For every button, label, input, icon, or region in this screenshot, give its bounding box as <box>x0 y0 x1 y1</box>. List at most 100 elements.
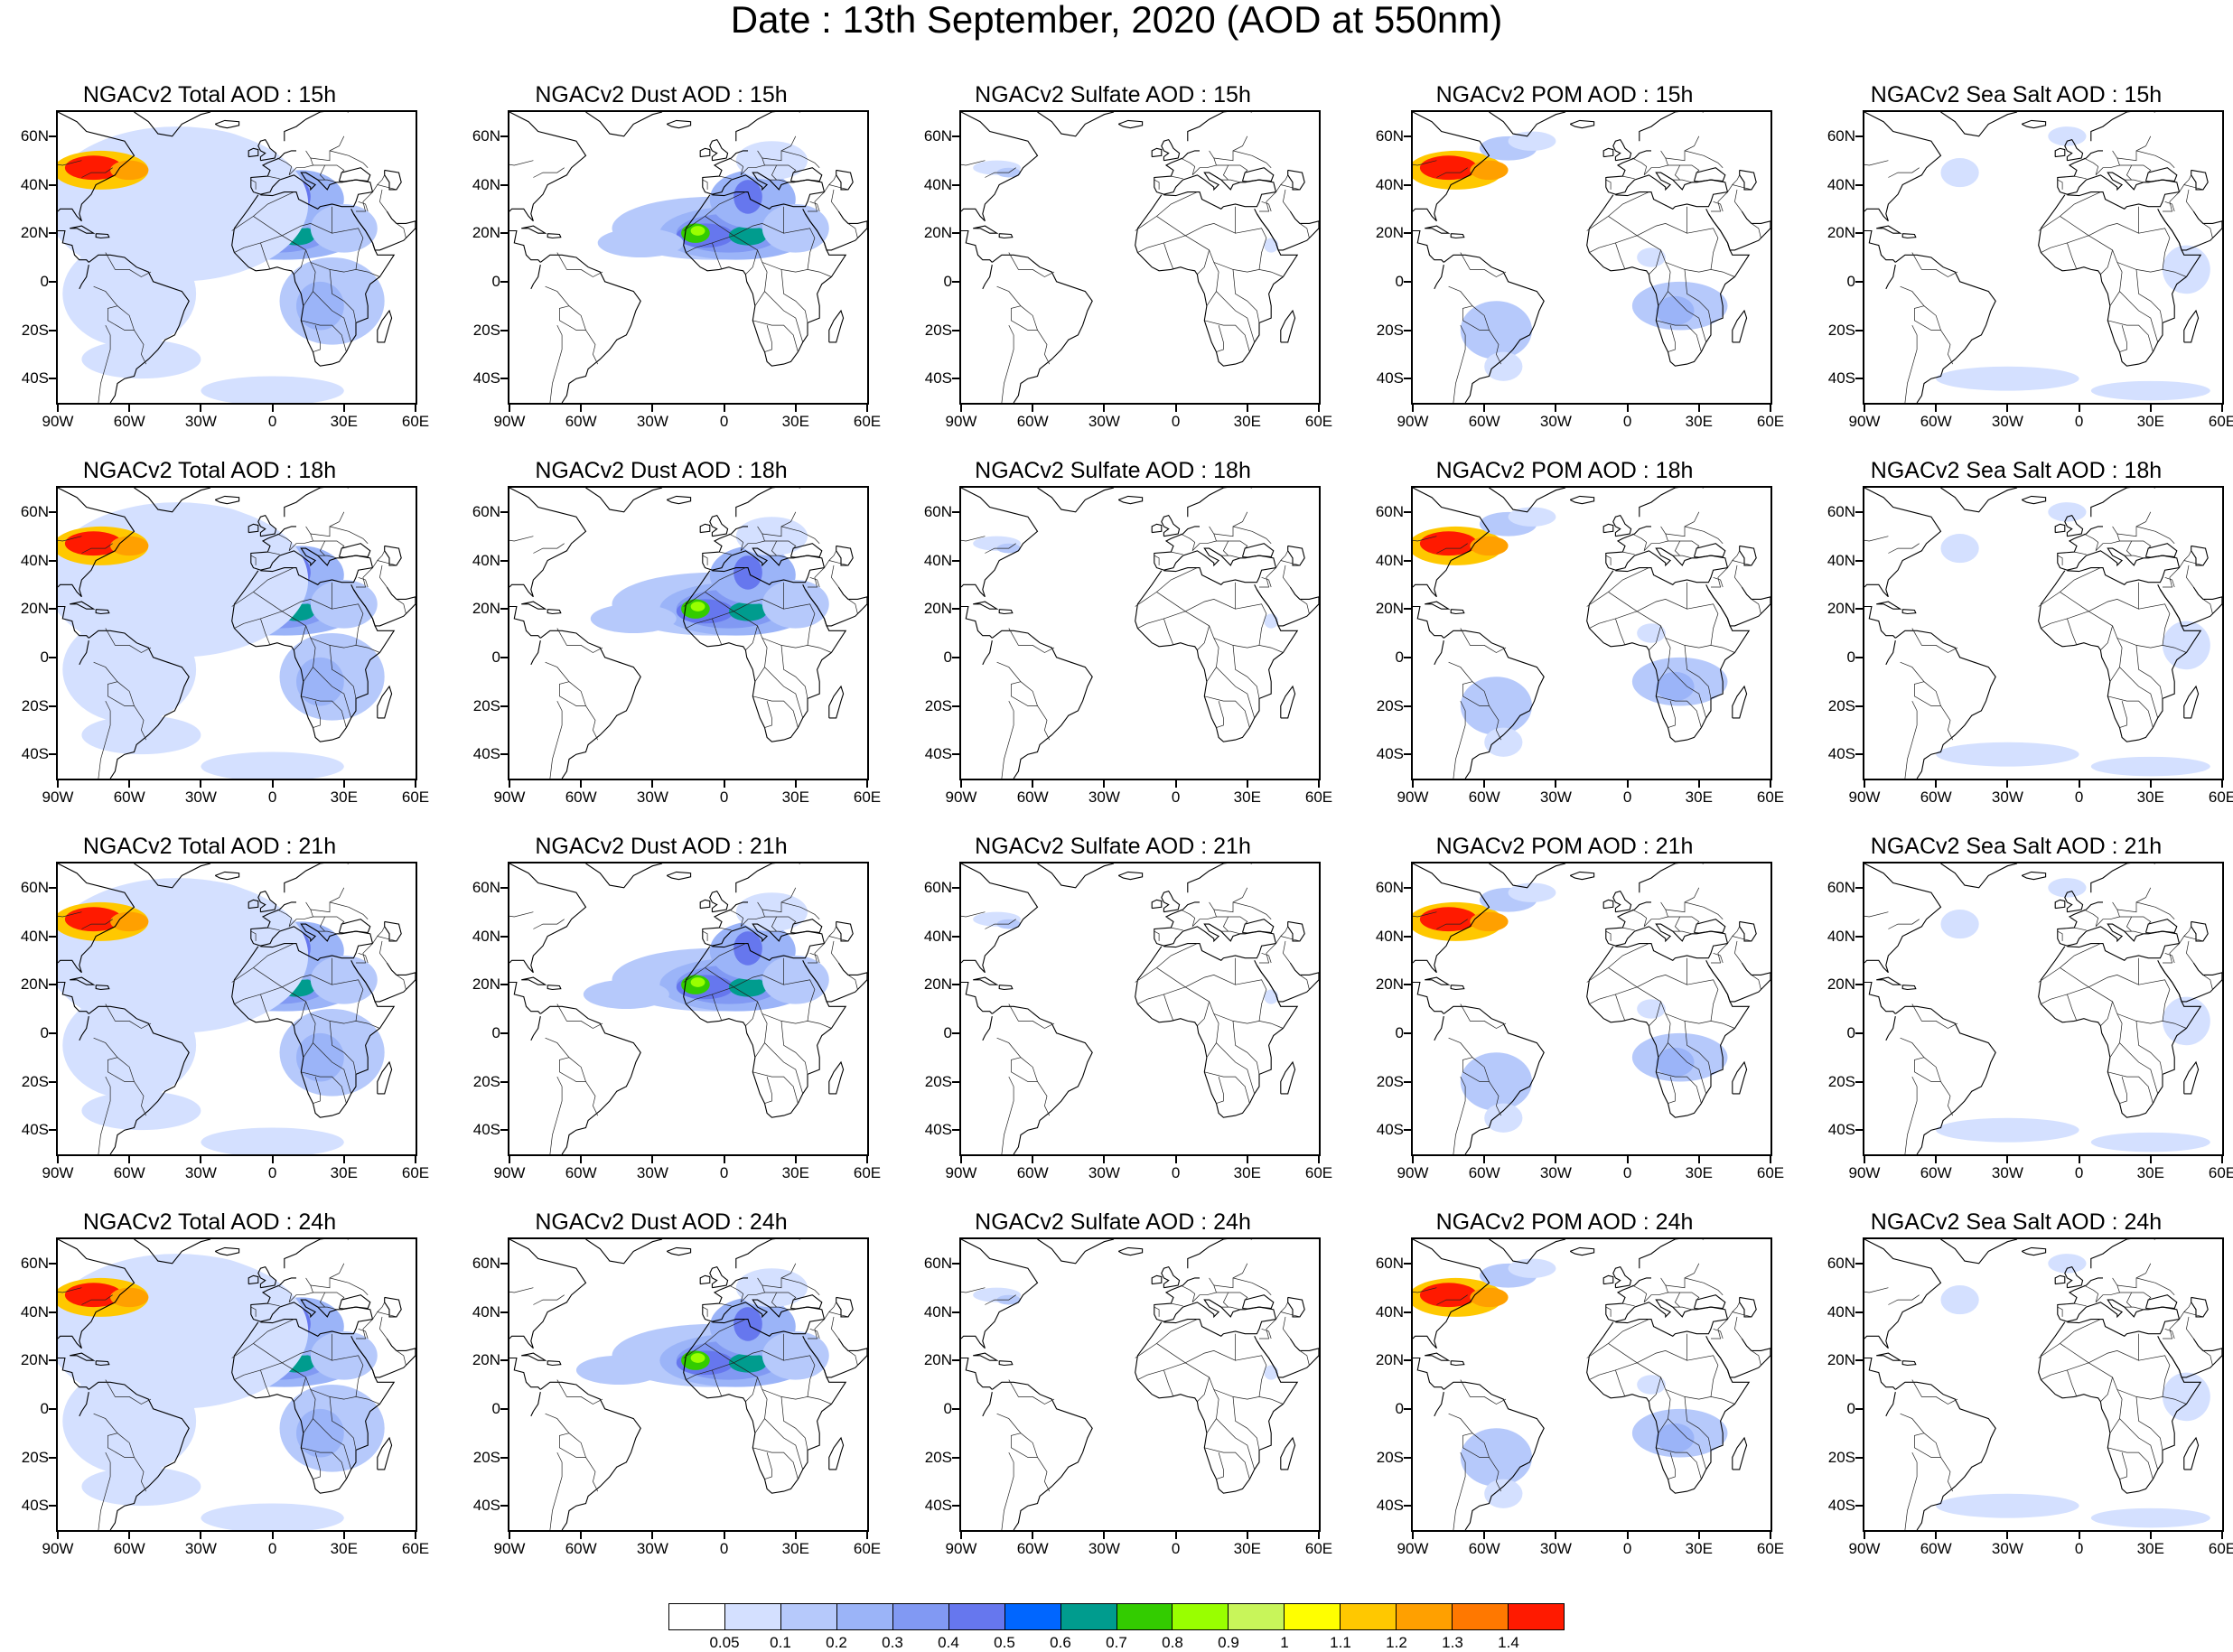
lon-tick <box>57 1156 59 1163</box>
border <box>2100 249 2113 275</box>
lat-tick <box>500 1456 508 1459</box>
map-panel-dust-21h: NGACv2 Dust AOD : 21h 60N 40N 20N 0 20S 40S 90W… <box>453 833 881 1194</box>
aod-field <box>58 1254 385 1530</box>
border <box>2060 582 2139 612</box>
border <box>2164 1328 2175 1339</box>
coast-britain <box>1612 1265 1632 1289</box>
border <box>683 943 746 983</box>
lon-tick <box>271 780 274 788</box>
coastlines <box>961 1239 1319 1530</box>
border <box>776 555 789 559</box>
map-frame <box>56 1237 417 1532</box>
border <box>783 228 816 270</box>
panel-title: NGACv2 Sea Salt AOD : 21h <box>1870 834 2163 859</box>
coast-europe-west <box>1154 150 1277 210</box>
border <box>2083 526 2120 552</box>
lon-tick <box>1864 1532 1865 1539</box>
lon-tick-label: 0 <box>2074 413 2084 430</box>
border <box>294 625 306 651</box>
map-frame <box>1411 486 1772 780</box>
aod-blob <box>1419 531 1478 556</box>
border <box>1668 164 1700 173</box>
border <box>58 536 82 542</box>
border <box>2138 979 2171 1022</box>
aod-blob <box>735 517 808 556</box>
lon-tick-label: 90W <box>945 413 977 430</box>
coast-britain <box>1612 890 1632 913</box>
coast-arabia <box>804 1338 867 1378</box>
aod-blob <box>2048 502 2087 522</box>
coast-south-america-west <box>530 264 541 290</box>
border <box>1679 179 1692 183</box>
map-panel-seasalt-18h: NGACv2 Sea Salt AOD : 18h 60N 40N 20N 0 20S 40… <box>1808 457 2233 818</box>
border <box>105 1379 152 1405</box>
lat-tick-label: 40N <box>472 175 500 193</box>
border <box>2109 638 2123 682</box>
coast-cuba <box>1876 976 1902 985</box>
lat-tick-label: 20S <box>924 321 952 339</box>
border <box>2038 1319 2101 1358</box>
lon-tick-label: 60E <box>1304 1540 1333 1557</box>
lon-tick-label: 30E <box>1233 1164 1261 1181</box>
coast-black-sea <box>1241 1294 1275 1310</box>
lat-tick-label: 40N <box>1375 1302 1404 1321</box>
panel-title: NGACv2 Dust AOD : 21h <box>535 834 788 859</box>
aod-blob <box>310 203 378 253</box>
border <box>1658 638 1671 682</box>
border <box>1586 191 1649 231</box>
border <box>58 911 82 918</box>
border <box>1171 1302 1183 1307</box>
border <box>1679 930 1692 935</box>
lon-tick-label: 60E <box>2208 1164 2233 1181</box>
lon-tick <box>2149 780 2152 788</box>
lon-tick <box>1935 1532 1938 1539</box>
aod-blob <box>62 992 197 1099</box>
lon-tick-label: 60W <box>1468 789 1500 806</box>
aod-blob <box>1460 1052 1532 1111</box>
coast-arabia <box>352 586 416 627</box>
border <box>2183 184 2203 191</box>
border <box>358 201 369 212</box>
lon-tick <box>342 405 345 412</box>
border <box>231 1319 294 1358</box>
lon-tick-label: 90W <box>493 1164 526 1181</box>
border <box>2186 1316 2194 1339</box>
border <box>93 285 147 365</box>
lon-tick-label: 60E <box>401 1164 430 1181</box>
lat-tick <box>500 886 508 889</box>
lat-tick <box>500 1407 508 1410</box>
border <box>2179 550 2192 568</box>
coast-central-america <box>1413 229 1444 263</box>
coast-greenland <box>134 112 211 137</box>
border <box>1220 916 1229 932</box>
lat-tick <box>500 280 508 283</box>
border <box>1462 1433 1490 1458</box>
lat-tick-label: 40S <box>1376 1121 1404 1139</box>
border <box>93 661 147 741</box>
coast-central-america <box>509 1357 541 1390</box>
border <box>769 1292 778 1308</box>
border <box>313 1042 352 1094</box>
lon-tick-label: 90W <box>493 413 526 430</box>
border <box>509 1287 534 1293</box>
lon-tick <box>2221 780 2223 788</box>
coast-central-america <box>961 981 993 1014</box>
lat-tick <box>500 378 508 380</box>
lon-tick-label: 90W <box>493 1540 526 1557</box>
lat-tick <box>500 935 508 938</box>
border <box>745 249 758 275</box>
border <box>1656 695 1702 728</box>
lat-tick-label: 40N <box>923 927 952 945</box>
lat-tick <box>952 886 959 889</box>
aod-blob <box>1419 155 1478 181</box>
border <box>1275 174 1289 192</box>
border <box>294 1001 306 1027</box>
lat-tick <box>952 183 959 186</box>
lon-tick-label: 30W <box>636 413 668 430</box>
lon-tick <box>866 780 868 788</box>
lon-tick-label: 30E <box>1685 1540 1713 1557</box>
border <box>985 1294 1016 1305</box>
aod-blob <box>1460 677 1532 735</box>
border <box>764 701 772 728</box>
aod-blob <box>1484 727 1523 757</box>
